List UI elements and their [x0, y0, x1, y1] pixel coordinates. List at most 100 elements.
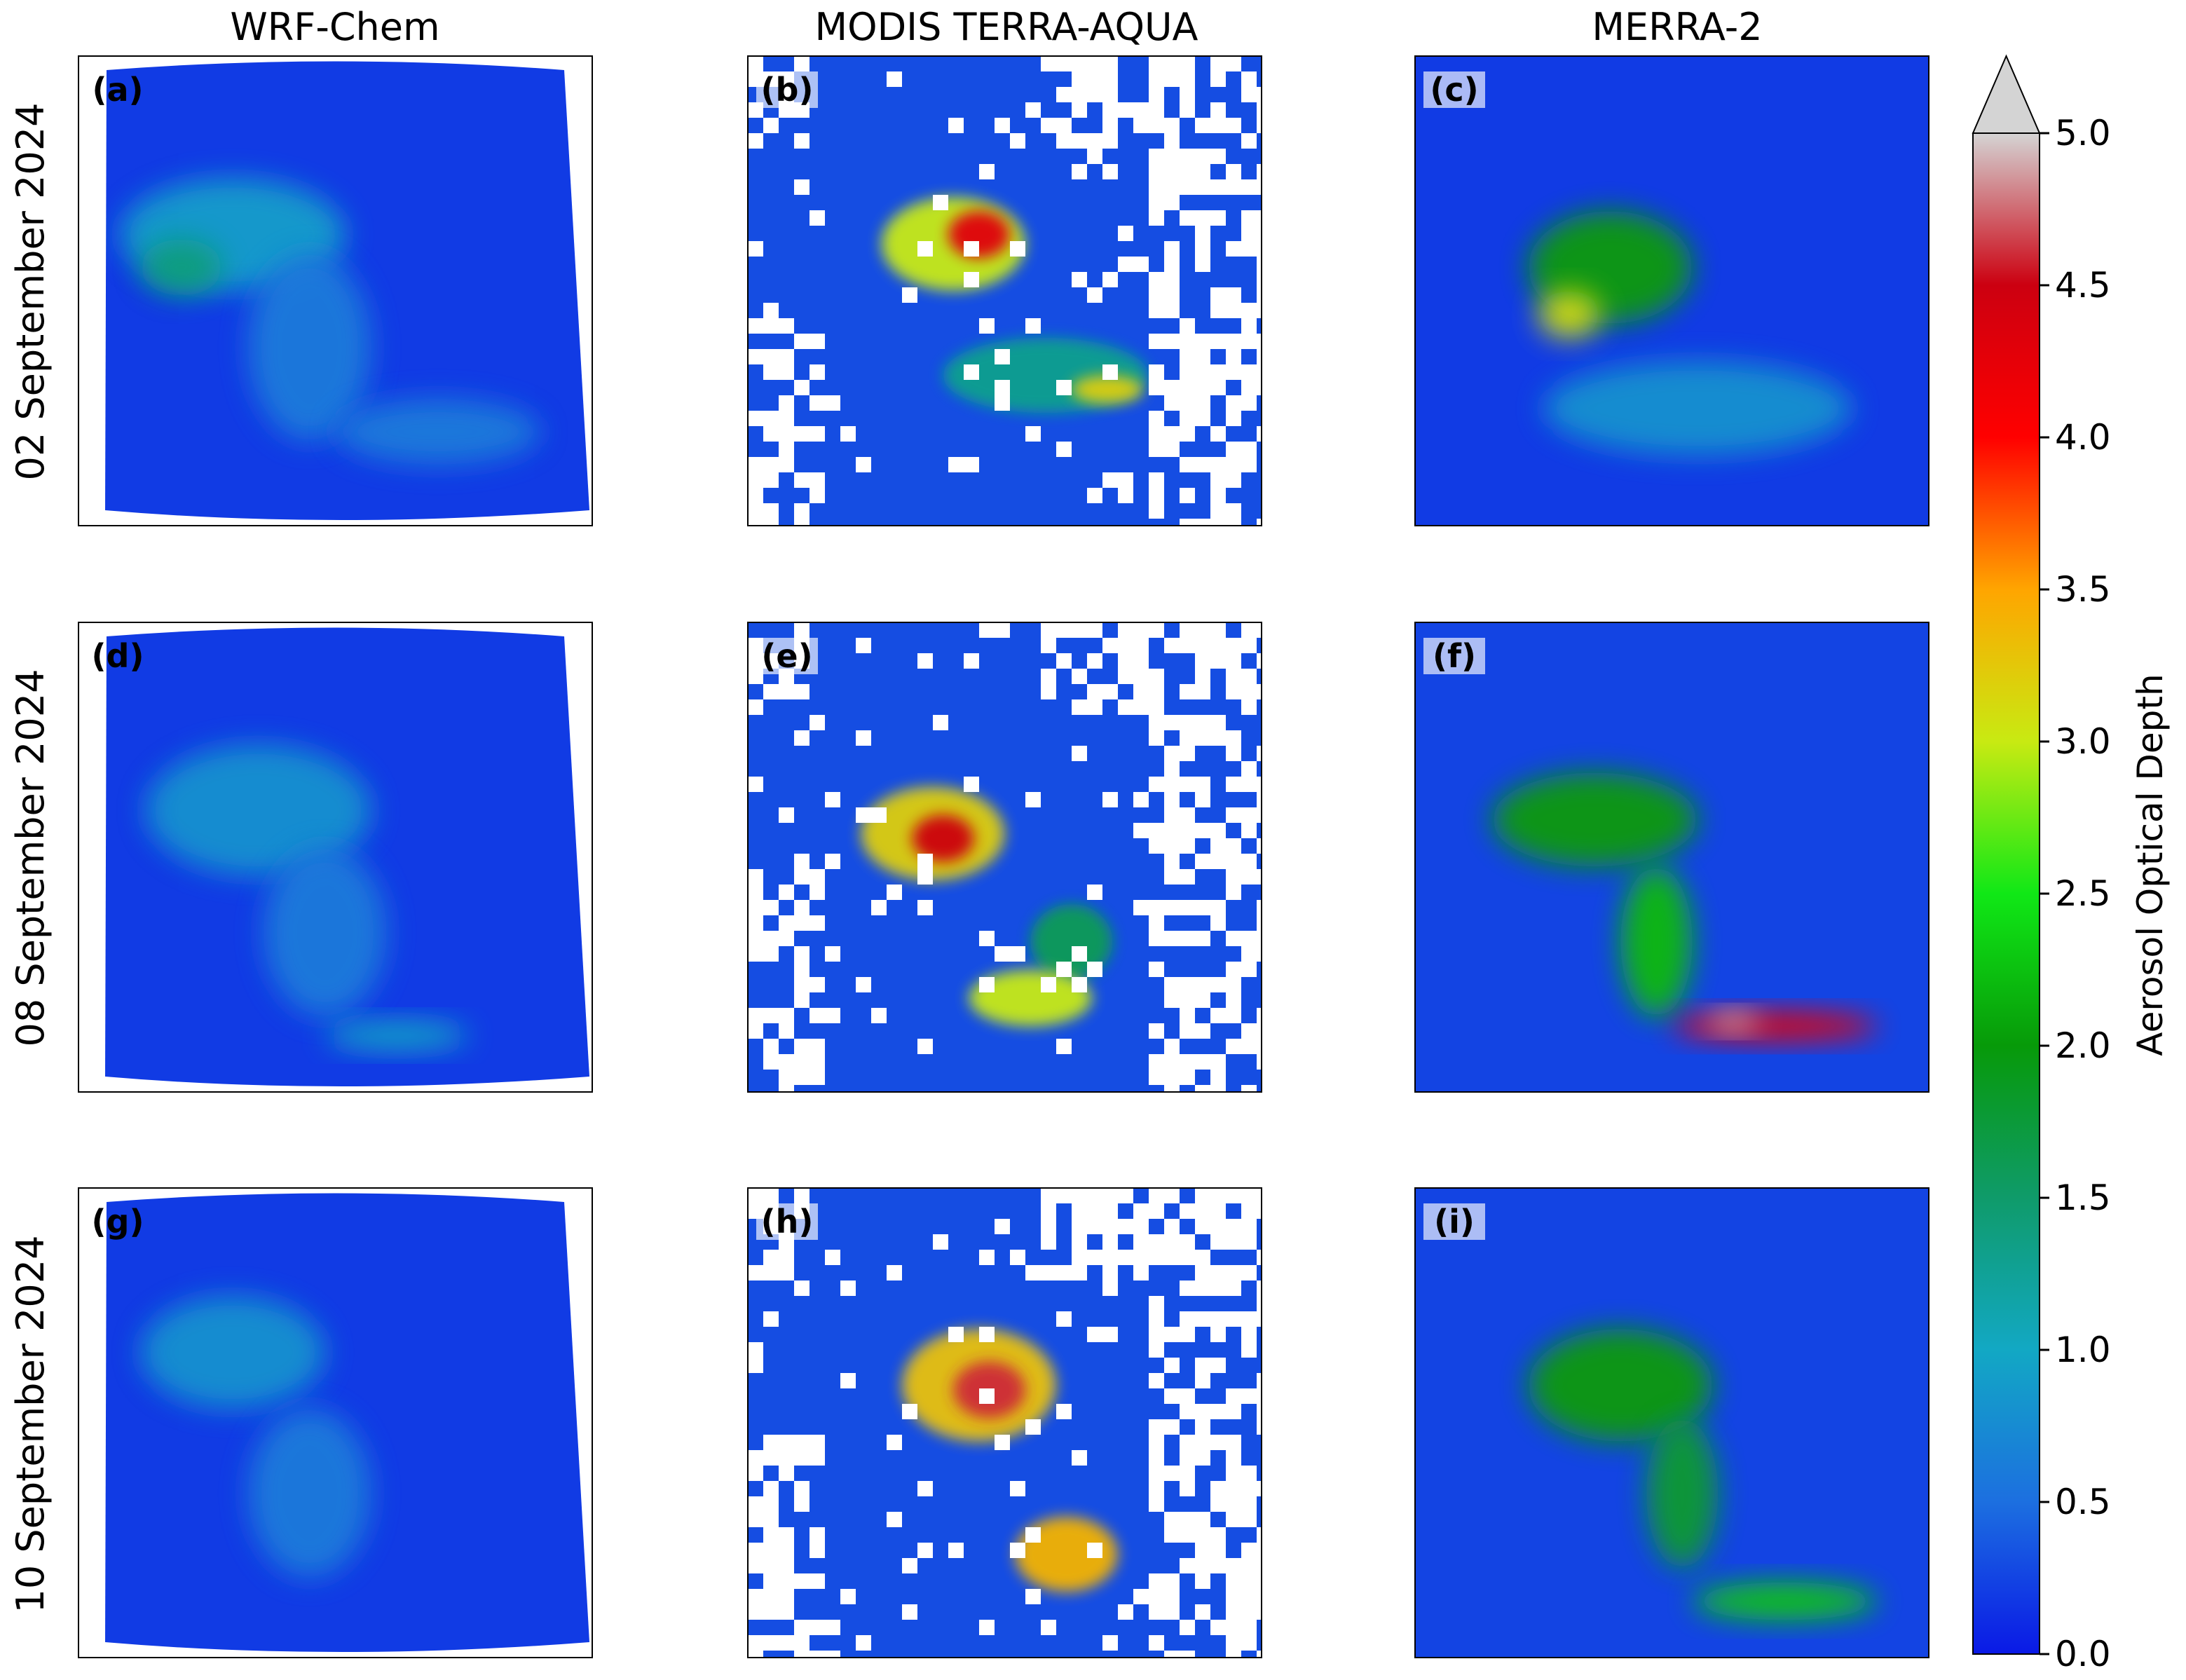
missing-data-cell: [995, 1435, 1010, 1450]
missing-data-cell: [1226, 653, 1241, 669]
missing-data-cell: [1164, 792, 1180, 807]
missing-data-cell: [1010, 1481, 1025, 1496]
missing-data-cell: [1195, 149, 1210, 164]
missing-data-cell: [1180, 87, 1195, 102]
missing-data-cell: [1241, 1234, 1257, 1250]
missing-data-cell: [1257, 272, 1262, 287]
missing-data-cell: [1180, 1008, 1195, 1023]
missing-data-cell: [1210, 622, 1226, 638]
missing-data-cell: [1180, 56, 1195, 71]
missing-data-cell: [1257, 946, 1262, 962]
colorbar: 0.0 0.5 1.0 1.5 2.0 2.5 3.0 3.5 4.0 4.5 5.0: [1972, 54, 2111, 1674]
missing-data-cell: [1226, 1281, 1241, 1296]
missing-data-cell: [1257, 1543, 1262, 1558]
missing-data-cell: [902, 1404, 917, 1419]
missing-data-cell: [1210, 1008, 1226, 1023]
missing-data-cell: [1056, 133, 1072, 149]
panel-i: (i): [1414, 1187, 1929, 1658]
missing-data-cell: [763, 1496, 779, 1512]
missing-data-cell: [1010, 1250, 1025, 1265]
missing-data-cell: [1210, 1070, 1226, 1085]
missing-data-cell: [1118, 257, 1133, 272]
missing-data-cell: [856, 730, 871, 746]
missing-data-cell: [1257, 210, 1262, 226]
missing-data-cell: [1164, 900, 1180, 915]
missing-data-cell: [748, 1604, 763, 1620]
missing-data-cell: [1087, 622, 1102, 638]
missing-data-cell: [1257, 684, 1262, 699]
missing-data-cell: [917, 1543, 933, 1558]
missing-data-cell: [856, 977, 871, 992]
missing-data-cell: [1210, 179, 1226, 195]
missing-data-cell: [794, 1281, 809, 1296]
missing-data-cell: [1041, 669, 1056, 684]
missing-data-cell: [995, 349, 1010, 364]
missing-data-cell: [1257, 1404, 1262, 1419]
missing-data-cell: [1118, 226, 1133, 241]
missing-data-cell: [748, 1589, 763, 1604]
missing-data-cell: [1241, 699, 1257, 715]
missing-data-cell: [1102, 792, 1118, 807]
missing-data-cell: [1041, 977, 1056, 992]
missing-data-cell: [1149, 622, 1164, 638]
missing-data-cell: [1072, 87, 1087, 102]
missing-data-cell: [1118, 638, 1133, 653]
missing-data-cell: [809, 885, 825, 900]
missing-data-cell: [748, 1543, 763, 1558]
missing-data-cell: [1149, 699, 1164, 715]
missing-data-cell: [1149, 149, 1164, 164]
missing-data-cell: [1226, 1589, 1241, 1604]
missing-data-cell: [1226, 992, 1241, 1008]
missing-data-cell: [1180, 1620, 1195, 1635]
missing-data-cell: [794, 133, 809, 149]
missing-data-cell: [887, 71, 902, 87]
missing-data-cell: [1102, 1250, 1118, 1265]
missing-data-cell: [1164, 1054, 1180, 1070]
missing-data-cell: [1149, 118, 1164, 133]
missing-data-cell: [1257, 164, 1262, 179]
missing-data-cell: [933, 195, 948, 210]
missing-data-cell: [794, 179, 809, 195]
missing-data-cell: [1149, 1373, 1164, 1388]
missing-data-cell: [1241, 1512, 1257, 1527]
missing-data-cell: [1149, 962, 1164, 977]
missing-data-cell: [794, 962, 809, 977]
missing-data-cell: [1164, 133, 1180, 149]
missing-data-cell: [779, 1573, 794, 1589]
missing-data-cell: [763, 426, 779, 442]
missing-data-cell: [1149, 87, 1164, 102]
missing-data-cell: [1195, 1573, 1210, 1589]
missing-data-cell: [1149, 380, 1164, 395]
missing-data-cell: [1226, 869, 1241, 885]
aod-plume: [1528, 1329, 1714, 1442]
missing-data-cell: [1195, 977, 1210, 992]
missing-data-cell: [1133, 1589, 1149, 1604]
missing-data-cell: [809, 1039, 825, 1054]
aod-field: [748, 1188, 1262, 1658]
missing-data-cell: [748, 699, 763, 715]
aod-field: [1415, 1188, 1929, 1658]
missing-data-cell: [1241, 1558, 1257, 1573]
missing-data-cell: [1226, 164, 1241, 179]
missing-data-cell: [1195, 364, 1210, 380]
missing-data-cell: [779, 442, 794, 457]
missing-data-cell: [1010, 241, 1025, 257]
missing-data-cell: [1241, 622, 1257, 638]
missing-data-cell: [1257, 1311, 1262, 1327]
missing-data-cell: [1164, 1512, 1180, 1527]
panel-h: (h): [747, 1187, 1262, 1658]
missing-data-cell: [1164, 1219, 1180, 1234]
missing-data-cell: [1180, 838, 1195, 854]
missing-data-cell: [809, 395, 825, 411]
missing-data-cell: [779, 1527, 794, 1543]
missing-data-cell: [1195, 1265, 1210, 1281]
missing-data-cell: [1226, 1512, 1241, 1527]
missing-data-cell: [1195, 1435, 1210, 1450]
missing-data-cell: [1118, 1219, 1133, 1234]
missing-data-cell: [1180, 931, 1195, 946]
missing-data-cell: [1180, 807, 1195, 823]
missing-data-cell: [763, 1543, 779, 1558]
missing-data-cell: [1195, 334, 1210, 349]
missing-data-cell: [748, 1358, 763, 1373]
missing-data-cell: [902, 1558, 917, 1573]
